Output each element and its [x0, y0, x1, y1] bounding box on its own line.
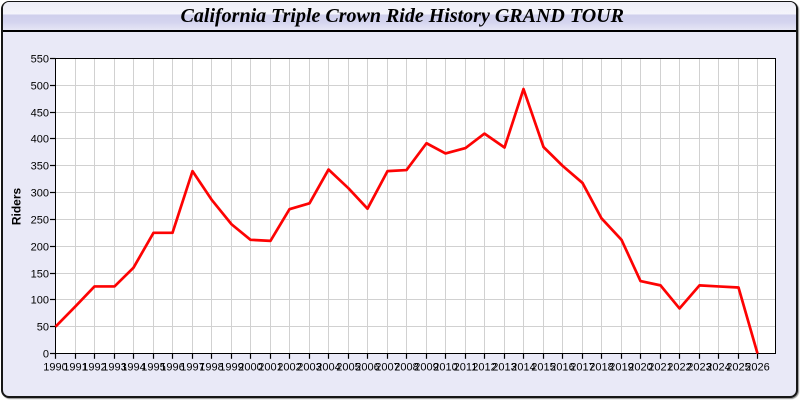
- svg-text:2014: 2014: [511, 362, 535, 374]
- svg-text:1996: 1996: [160, 362, 184, 374]
- svg-text:1990: 1990: [43, 362, 67, 374]
- svg-text:2018: 2018: [589, 362, 613, 374]
- svg-text:250: 250: [31, 215, 49, 227]
- svg-text:2015: 2015: [531, 362, 555, 374]
- svg-text:2023: 2023: [687, 362, 711, 374]
- svg-text:450: 450: [31, 108, 49, 120]
- svg-text:100: 100: [31, 295, 49, 307]
- svg-text:2012: 2012: [472, 362, 496, 374]
- svg-text:2009: 2009: [414, 362, 438, 374]
- svg-text:2002: 2002: [277, 362, 301, 374]
- svg-text:2001: 2001: [258, 362, 282, 374]
- svg-text:2011: 2011: [454, 362, 478, 374]
- svg-text:1993: 1993: [102, 362, 126, 374]
- svg-text:300: 300: [31, 188, 49, 200]
- svg-text:400: 400: [31, 134, 49, 146]
- svg-text:2020: 2020: [628, 362, 652, 374]
- svg-text:50: 50: [37, 322, 49, 334]
- svg-text:200: 200: [31, 242, 49, 254]
- svg-text:1991: 1991: [63, 362, 87, 374]
- svg-text:350: 350: [31, 161, 49, 173]
- svg-text:1999: 1999: [219, 362, 243, 374]
- svg-text:500: 500: [31, 81, 49, 93]
- svg-text:0: 0: [43, 349, 49, 361]
- svg-text:550: 550: [31, 54, 49, 66]
- svg-text:2007: 2007: [375, 362, 399, 374]
- svg-text:1992: 1992: [82, 362, 106, 374]
- svg-text:2003: 2003: [297, 362, 321, 374]
- svg-text:2013: 2013: [492, 362, 516, 374]
- svg-text:2010: 2010: [433, 362, 457, 374]
- svg-text:1997: 1997: [180, 362, 204, 374]
- svg-text:2005: 2005: [336, 362, 360, 374]
- svg-text:2016: 2016: [550, 362, 574, 374]
- svg-text:2026: 2026: [745, 362, 769, 374]
- svg-text:1998: 1998: [199, 362, 223, 374]
- svg-text:2021: 2021: [648, 362, 672, 374]
- svg-text:2000: 2000: [238, 362, 262, 374]
- svg-text:2022: 2022: [667, 362, 691, 374]
- svg-text:2008: 2008: [394, 362, 418, 374]
- svg-text:2019: 2019: [609, 362, 633, 374]
- svg-text:2006: 2006: [355, 362, 379, 374]
- svg-text:150: 150: [31, 269, 49, 281]
- svg-text:2017: 2017: [570, 362, 594, 374]
- svg-text:2004: 2004: [316, 362, 340, 374]
- svg-text:1994: 1994: [121, 362, 145, 374]
- svg-text:1995: 1995: [141, 362, 165, 374]
- svg-text:2025: 2025: [726, 362, 750, 374]
- svg-text:2024: 2024: [706, 362, 730, 374]
- svg-text:Riders: Riders: [10, 188, 24, 226]
